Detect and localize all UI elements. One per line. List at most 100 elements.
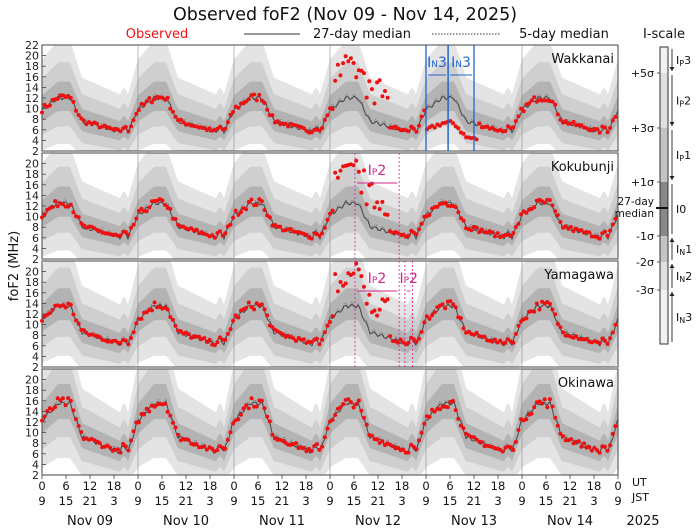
observed-point <box>168 106 173 111</box>
observed-point <box>438 407 442 412</box>
observed-point <box>448 119 453 123</box>
observed-point <box>490 230 495 235</box>
observed-point <box>524 316 529 321</box>
observed-point <box>150 100 154 105</box>
observed-point <box>228 112 233 117</box>
observed-point <box>259 398 264 403</box>
observed-point <box>605 130 610 135</box>
y-tick-label: 8 <box>32 221 39 234</box>
y-tick-label: 16 <box>25 395 39 408</box>
observed-point <box>223 231 228 236</box>
observed-point <box>427 316 432 321</box>
observed-point <box>286 124 291 129</box>
y-tick-label: 2 <box>32 361 39 374</box>
observed-point <box>354 75 359 80</box>
observed-point <box>364 202 369 207</box>
i-scale-arrow-head <box>669 122 675 126</box>
observed-point <box>597 341 602 345</box>
y-tick-label: 6 <box>32 232 39 245</box>
observed-point <box>53 199 58 204</box>
observed-point <box>74 108 78 113</box>
observed-point <box>550 307 555 312</box>
observed-point <box>301 446 306 450</box>
observed-point <box>346 59 351 64</box>
observed-point <box>197 334 202 339</box>
jst-tick-label: 9 <box>38 494 45 508</box>
observed-point <box>76 215 81 220</box>
observed-point <box>142 412 147 417</box>
observed-point <box>173 425 178 430</box>
legend-observed: Observed <box>126 27 189 42</box>
observed-point <box>547 397 552 402</box>
i-scale-arrow-head <box>669 292 675 296</box>
y-tick-label: 6 <box>32 124 39 137</box>
observed-point <box>385 212 390 217</box>
observed-point <box>50 407 55 412</box>
observed-point <box>168 207 173 211</box>
observed-point <box>359 68 364 73</box>
i-scale-median-label: median <box>615 208 654 220</box>
observed-point <box>210 446 215 451</box>
observed-point <box>385 297 390 302</box>
jst-tick-label: 15 <box>155 494 170 508</box>
i-scale-arrow <box>669 238 675 260</box>
observed-point <box>595 448 600 453</box>
observed-point <box>414 129 419 134</box>
observed-point <box>338 168 343 173</box>
ut-tick-label: 12 <box>275 479 290 493</box>
i-scale-category-label: IP3 <box>676 54 691 68</box>
observed-point <box>348 56 353 61</box>
observed-point <box>63 305 68 310</box>
observed-point <box>309 130 314 135</box>
observed-point <box>259 98 264 103</box>
ut-tick-label: 6 <box>254 479 261 493</box>
observed-point <box>97 335 102 340</box>
observed-point <box>129 438 133 443</box>
observed-point <box>550 203 555 208</box>
observed-point <box>532 95 537 100</box>
ut-tick-label: 0 <box>326 479 333 493</box>
observed-point <box>236 315 241 320</box>
observed-point <box>317 342 322 347</box>
observed-point <box>71 312 76 317</box>
observed-point <box>304 233 309 237</box>
observed-point <box>375 200 380 205</box>
observed-point <box>406 450 411 455</box>
y-tick-label: 12 <box>25 200 39 213</box>
observed-point <box>401 447 406 452</box>
observed-point <box>325 426 330 431</box>
observed-point <box>259 302 264 307</box>
jst-tick-label: 9 <box>614 494 621 508</box>
y-tick-label: 8 <box>32 329 39 342</box>
observed-point <box>134 216 139 221</box>
observed-point <box>610 222 615 227</box>
observed-point <box>244 403 249 408</box>
y-tick-label: 10 <box>25 319 39 332</box>
ut-tick-label: 12 <box>371 479 386 493</box>
observed-point <box>45 409 50 413</box>
observed-point <box>236 212 241 217</box>
observed-point <box>490 125 495 130</box>
observed-point <box>456 126 461 131</box>
observed-point <box>259 199 264 204</box>
observed-point <box>362 168 366 173</box>
observed-point <box>225 437 230 442</box>
ut-tick-label: 18 <box>107 479 122 493</box>
observed-point <box>239 210 243 215</box>
observed-point <box>294 441 298 446</box>
observed-point <box>513 331 518 336</box>
observed-point <box>131 429 136 434</box>
observed-point <box>469 228 474 233</box>
y-tick-label: 4 <box>32 350 39 363</box>
observed-point <box>364 95 369 100</box>
observed-point <box>270 325 275 330</box>
y-tick-label: 22 <box>25 39 39 52</box>
observed-point <box>529 98 534 103</box>
i-scale-sigma-label: +3σ <box>631 122 654 135</box>
observed-point <box>163 203 168 207</box>
observed-point <box>461 426 466 431</box>
observed-point <box>97 441 102 446</box>
observed-point <box>362 415 366 420</box>
